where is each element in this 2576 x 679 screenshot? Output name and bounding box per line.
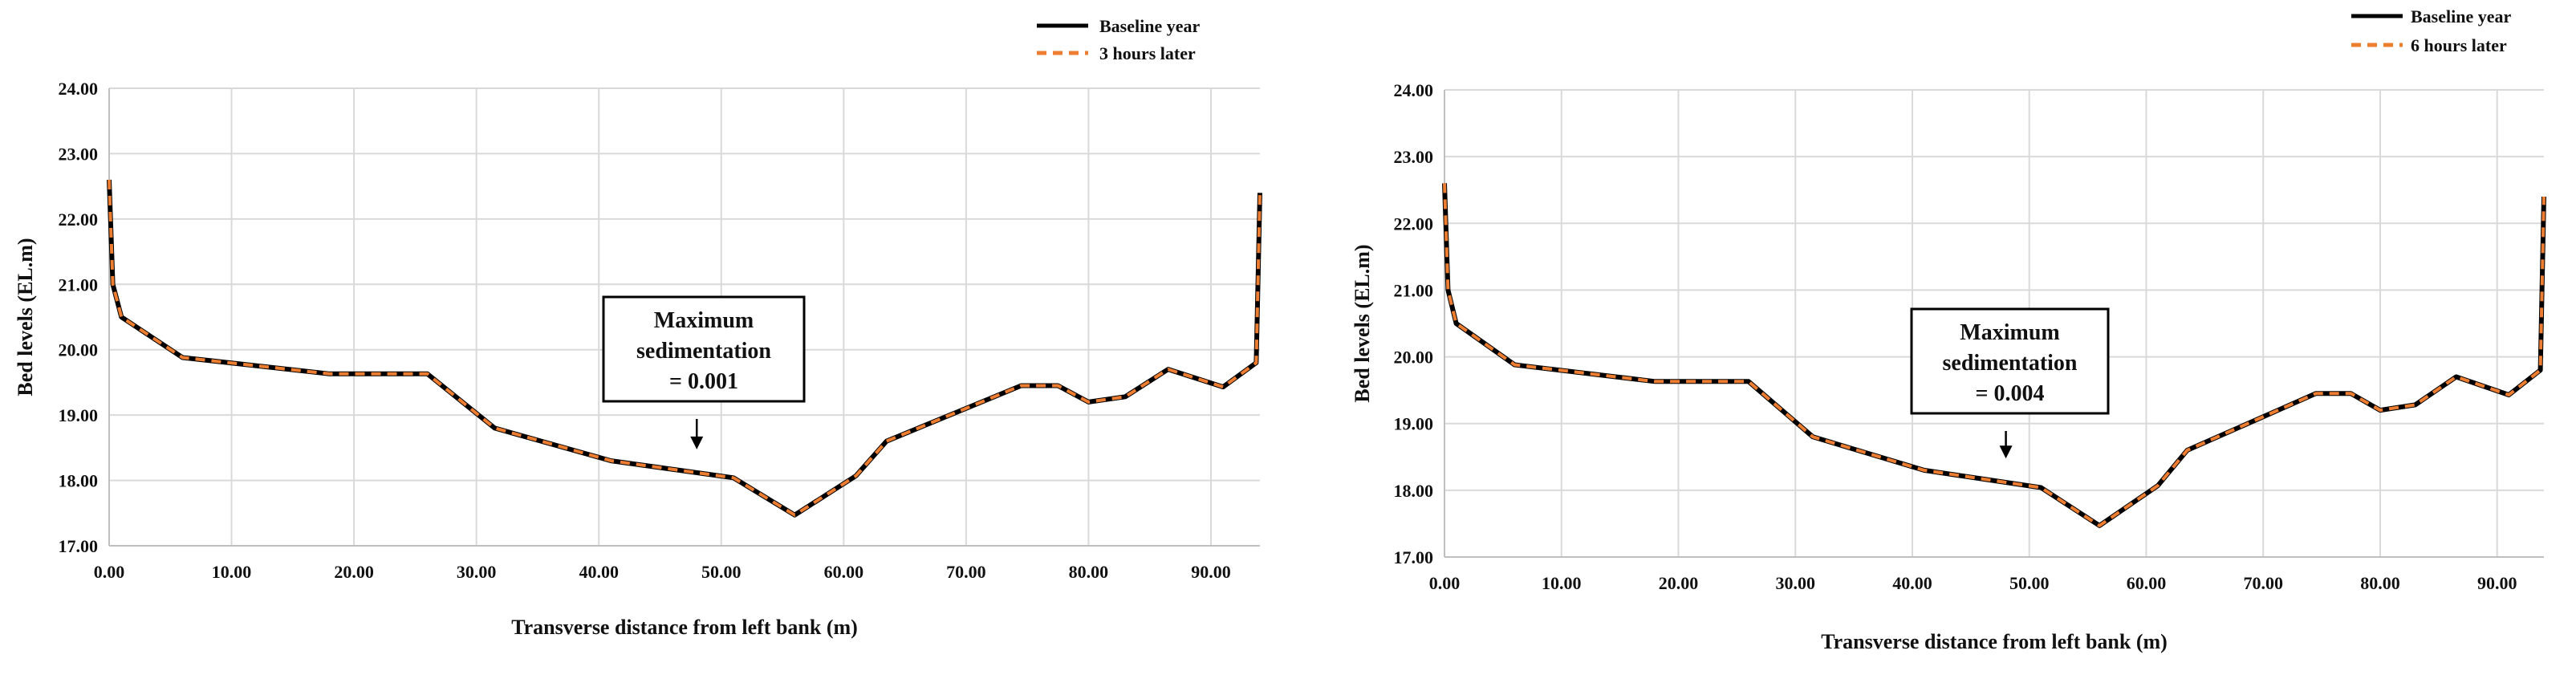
x-tick-label: 90.00 [1191,562,1231,582]
x-tick-label: 10.00 [212,562,252,582]
y-tick-label: 19.00 [1394,414,1434,434]
x-tick-label: 40.00 [579,562,619,582]
annotation-text: = 0.004 [1976,381,2045,406]
legend-label: 3 hours later [1099,43,1196,63]
y-tick-label: 20.00 [1394,348,1434,368]
y-tick-label: 23.00 [59,144,99,164]
annotation-text: = 0.001 [669,369,738,394]
chart-2: 17.00 18.00 19.00 20.00 21.00 22.00 23.00 24.00… [1351,6,2546,653]
y-tick-label: 21.00 [1394,280,1434,300]
x-tick-label: 80.00 [2360,573,2400,593]
x-tick-label: 60.00 [824,562,864,582]
x-tick-label: 20.00 [334,562,374,582]
y-tick-label: 19.00 [59,405,99,425]
annotation-text: sedimentation [636,339,771,364]
x-tick-label: 50.00 [2009,573,2050,593]
x-axis-title: Transverse distance from left bank (m) [1821,630,2168,653]
y-tick-label: 21.00 [59,274,99,295]
y-tick-label: 18.00 [1394,481,1434,501]
x-tick-label: 20.00 [1659,573,1699,593]
y-tick-label: 20.00 [59,340,99,360]
y-tick-label: 17.00 [59,536,99,556]
annotation-arrowhead [1999,445,2013,459]
x-tick-label: 0.00 [1429,573,1461,593]
x-tick-label: 60.00 [2127,573,2167,593]
legend-label: Baseline year [2411,6,2511,26]
x-tick-label: 80.00 [1069,562,1109,582]
x-tick-label: 0.00 [94,562,125,582]
y-axis-title: Bed levels (EL.m) [1351,244,1374,402]
x-tick-label: 30.00 [457,562,497,582]
x-tick-label: 90.00 [2477,573,2517,593]
chart-1: 17.00 18.00 19.00 20.00 21.00 22.00 23.00 24.00… [14,16,1262,639]
x-tick-label: 30.00 [1775,573,1815,593]
legend-label: 6 hours later [2411,35,2507,55]
legend-label: Baseline year [1099,16,1200,36]
y-axis-title: Bed levels (EL.m) [14,238,37,396]
x-tick-label: 70.00 [2243,573,2283,593]
series-line-later [1443,183,2546,527]
y-tick-label: 17.00 [1394,547,1434,567]
y-tick-label: 24.00 [59,79,99,99]
x-tick-label: 70.00 [946,562,986,582]
annotation-text: sedimentation [1943,351,2078,376]
x-tick-label: 40.00 [1892,573,1932,593]
y-tick-label: 23.00 [1394,147,1434,167]
annotation-box [602,295,806,403]
annotation-text: Maximum [1960,320,2059,345]
series-line-later [108,179,1262,517]
y-tick-label: 22.00 [59,209,99,230]
annotation-arrowhead [690,436,704,449]
x-tick-label: 50.00 [701,562,742,582]
y-tick-label: 18.00 [59,471,99,491]
y-tick-label: 24.00 [1394,80,1434,100]
annotation-box [1910,307,2110,415]
annotation-text: Maximum [654,308,754,333]
x-tick-label: 10.00 [1542,573,1582,593]
x-axis-title: Transverse distance from left bank (m) [511,616,858,639]
y-tick-label: 22.00 [1394,213,1434,234]
